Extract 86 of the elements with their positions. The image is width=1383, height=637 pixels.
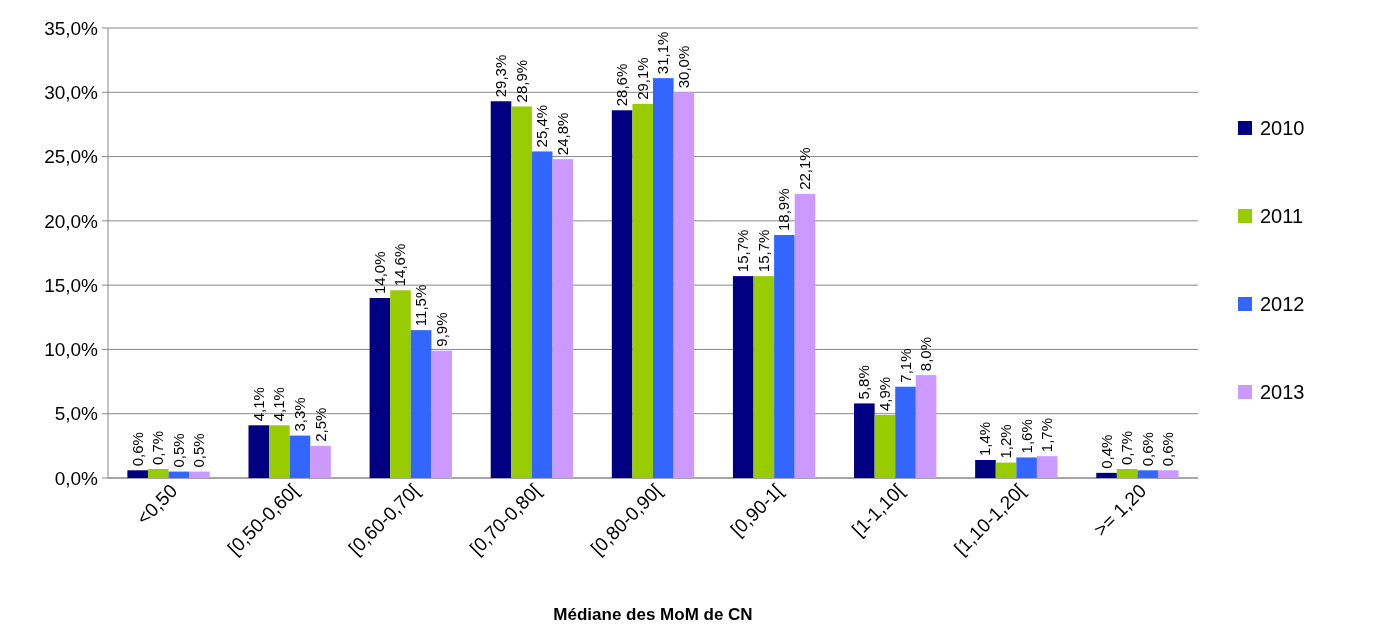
data-label: 0,5%	[190, 433, 208, 468]
data-label: 2,5%	[311, 407, 329, 442]
bar	[753, 276, 775, 478]
data-label: 28,6%	[613, 63, 631, 107]
data-label: 15,7%	[754, 229, 772, 273]
bar	[310, 445, 331, 478]
bar	[490, 101, 512, 478]
bar	[611, 110, 633, 478]
data-label: 25,4%	[533, 104, 551, 148]
bar	[552, 159, 574, 478]
legend-label: 2013	[1260, 381, 1305, 403]
bar	[1158, 470, 1179, 478]
data-label: 0,7%	[1118, 430, 1136, 465]
x-tick-label: >= 1,20	[1089, 479, 1151, 541]
data-label: 0,6%	[128, 432, 146, 467]
data-label: 0,7%	[149, 430, 167, 465]
data-label: 1,7%	[1038, 417, 1056, 453]
data-label: 15,7%	[734, 229, 752, 273]
data-label: 1,4%	[976, 421, 994, 456]
bar	[1137, 470, 1159, 478]
bar	[127, 470, 148, 478]
data-label: 4,1%	[249, 387, 267, 422]
bar	[531, 151, 553, 478]
bar	[874, 415, 896, 478]
legend-label: 2012	[1260, 293, 1305, 315]
bar	[653, 78, 674, 478]
data-label: 24,8%	[553, 112, 571, 156]
bar	[431, 350, 452, 478]
y-tick-label: 10,0%	[44, 339, 99, 361]
bar	[794, 193, 816, 478]
y-tick-label: 20,0%	[44, 210, 99, 232]
data-label: 8,0%	[917, 336, 935, 372]
bar	[995, 462, 1017, 478]
data-label: 9,9%	[432, 312, 450, 347]
bar	[168, 471, 190, 478]
y-tick-label: 15,0%	[44, 274, 99, 296]
bar	[632, 103, 653, 478]
data-label: 5,8%	[855, 365, 873, 400]
bar	[1036, 456, 1058, 478]
data-label: 29,1%	[633, 57, 651, 100]
data-label: 22,1%	[795, 147, 813, 190]
bar	[774, 235, 795, 478]
data-label: 0,6%	[1138, 432, 1156, 467]
data-label: 0,6%	[1159, 432, 1177, 467]
data-label: 30,0%	[674, 45, 692, 89]
data-label: 0,5%	[169, 433, 187, 468]
legend-label: 2010	[1260, 117, 1305, 139]
data-label: 14,6%	[391, 243, 409, 287]
bar	[410, 330, 432, 478]
data-label: 7,1%	[896, 348, 914, 383]
bar	[248, 425, 270, 478]
bar	[269, 425, 290, 478]
data-label: 3,3%	[290, 397, 308, 432]
data-label: 18,9%	[775, 188, 793, 231]
bar	[673, 92, 695, 478]
bar	[915, 375, 937, 478]
data-label: 31,1%	[654, 31, 672, 75]
bar	[390, 290, 411, 478]
data-label: 1,2%	[997, 424, 1015, 459]
data-label: 1,6%	[1017, 419, 1035, 454]
data-label: 11,5%	[412, 284, 430, 327]
legend-label: 2011	[1260, 205, 1304, 227]
bar	[189, 471, 210, 478]
y-tick-label: 5,0%	[54, 403, 99, 425]
y-tick-label: 35,0%	[44, 17, 99, 39]
y-tick-label: 0,0%	[54, 467, 99, 489]
data-label: 0,4%	[1097, 434, 1115, 469]
bar	[975, 460, 996, 478]
data-label: 4,1%	[270, 387, 288, 422]
bar	[369, 298, 391, 478]
y-tick-label: 30,0%	[44, 81, 99, 103]
data-label: 14,0%	[370, 251, 388, 294]
bar	[854, 403, 875, 478]
bar	[1116, 469, 1138, 478]
data-label: 28,9%	[512, 59, 530, 103]
bar	[1096, 472, 1117, 478]
x-axis-title: Médiane des MoM de CN	[553, 605, 753, 624]
y-tick-label: 25,0%	[44, 146, 99, 168]
bar	[732, 276, 754, 478]
bar	[289, 435, 311, 478]
bar	[147, 469, 169, 478]
data-label: 4,9%	[875, 376, 893, 411]
data-label: 29,3%	[492, 54, 510, 98]
bar	[895, 386, 916, 478]
bar	[511, 106, 532, 478]
bar	[1016, 457, 1037, 478]
